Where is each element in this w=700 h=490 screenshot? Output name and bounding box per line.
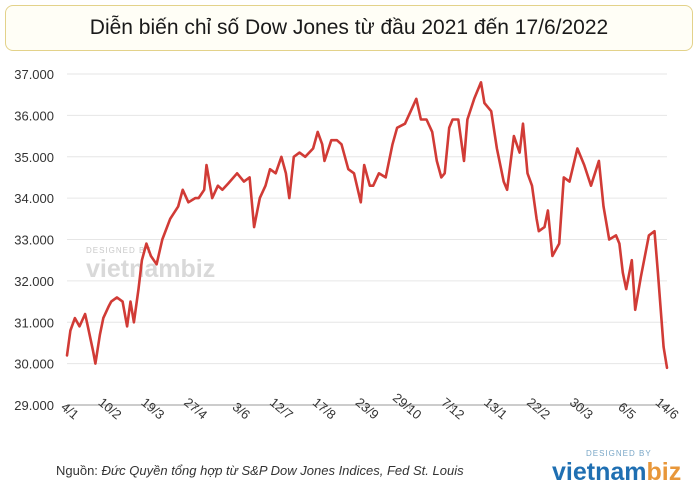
y-tick-label: 31.000 xyxy=(14,315,54,330)
y-tick-label: 33.000 xyxy=(14,233,54,248)
watermark-brand-b: biz xyxy=(180,255,216,283)
logo-brand-a: vietnam xyxy=(552,458,647,486)
x-tick-label: 13/1 xyxy=(481,395,510,423)
x-tick-label: 27/4 xyxy=(181,395,210,423)
x-tick-label: 14/6 xyxy=(653,395,682,423)
logo-brand-b: biz xyxy=(646,458,682,486)
y-tick-label: 29.000 xyxy=(14,398,54,413)
watermark-brand-a: vietnam xyxy=(86,255,181,283)
y-tick-label: 35.000 xyxy=(14,150,54,165)
y-tick-label: 37.000 xyxy=(14,67,54,82)
x-tick-label: 12/7 xyxy=(267,395,296,423)
y-tick-label: 32.000 xyxy=(14,274,54,289)
y-tick-label: 36.000 xyxy=(14,108,54,123)
watermark-designed-by: DESIGNED BY xyxy=(86,246,152,255)
chart-title: Diễn biến chỉ số Dow Jones từ đầu 2021 đ… xyxy=(89,16,609,39)
dow-jones-series-line xyxy=(65,81,669,370)
source-text: Đức Quyền tổng hợp từ S&P Dow Jones Indi… xyxy=(101,463,464,478)
x-tick-label: 29/10 xyxy=(390,390,425,422)
logo-brand: vietnambiz xyxy=(552,458,681,486)
x-tick-label: 10/2 xyxy=(96,395,125,423)
x-tick-label: 22/2 xyxy=(524,395,553,423)
x-tick-label: 6/5 xyxy=(615,399,638,422)
watermark: DESIGNED BY vietnambiz xyxy=(86,246,215,284)
y-tick-label: 34.000 xyxy=(14,191,54,206)
x-tick-label: 23/9 xyxy=(353,395,382,423)
logo-designed-by: DESIGNED BY xyxy=(586,449,652,458)
title-box: Diễn biến chỉ số Dow Jones từ đầu 2021 đ… xyxy=(5,5,693,51)
x-tick-label: 30/3 xyxy=(567,395,596,423)
x-tick-label: 4/1 xyxy=(58,399,81,422)
vietnambiz-logo: DESIGNED BY vietnambiz xyxy=(552,449,681,487)
x-tick-label: 7/12 xyxy=(438,395,467,423)
y-tick-label: 30.000 xyxy=(14,357,54,372)
x-tick-label: 19/3 xyxy=(138,395,167,423)
x-tick-label: 17/8 xyxy=(310,395,339,423)
source-note: Nguồn: Đức Quyền tổng hợp từ S&P Dow Jon… xyxy=(56,463,464,478)
watermark-brand: vietnambiz xyxy=(86,255,215,283)
x-tick-label: 3/6 xyxy=(230,399,253,422)
source-label: Nguồn: xyxy=(56,463,98,478)
